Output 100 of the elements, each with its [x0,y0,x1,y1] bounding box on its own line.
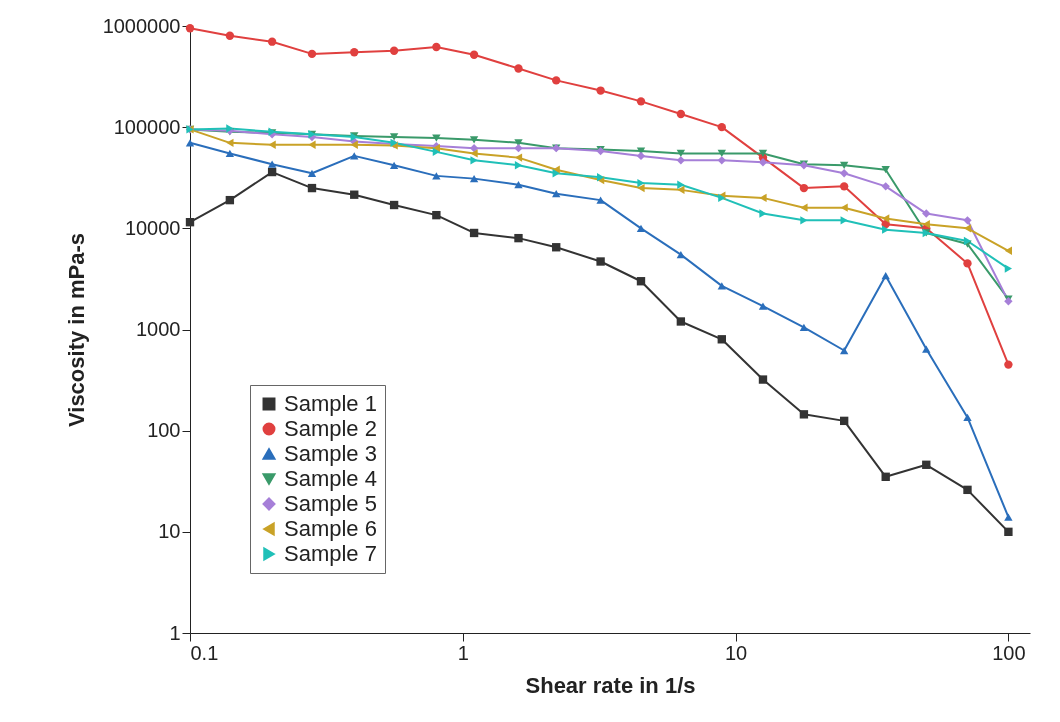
point [676,156,686,165]
point [350,152,359,160]
point [799,183,809,193]
point [676,109,686,119]
point [432,172,441,180]
point [636,97,646,106]
point [267,160,277,168]
y-tick-label: 1 [169,621,181,644]
point [432,210,441,220]
point [717,149,726,158]
point [596,196,605,204]
point [308,140,316,149]
y-tick-label: 10 [158,520,181,543]
point [637,178,645,188]
point [225,149,235,158]
point [389,161,399,169]
point [267,167,277,177]
point [552,76,561,85]
point [350,190,359,199]
point [882,214,890,223]
point [596,86,605,95]
point [759,209,767,218]
point [881,472,890,481]
y-tick-label: 100 [147,419,181,442]
point [1004,264,1013,273]
point [800,203,808,212]
point [799,323,809,331]
point [389,46,399,55]
point [881,166,890,174]
point [389,200,399,210]
point [922,460,931,469]
point [963,259,972,268]
point [922,345,931,353]
point [350,48,359,57]
point [717,335,726,344]
point [432,147,440,157]
point [637,183,645,193]
point [717,156,726,165]
legend-label: Sample 5 [284,491,377,516]
point [881,272,890,280]
point [758,375,768,384]
point [963,236,972,246]
point [1004,513,1013,521]
point [267,37,277,46]
point [514,161,523,170]
x-tick-label: 1 [457,641,469,664]
point [636,277,646,286]
point [922,209,931,218]
point [676,250,686,259]
point [839,346,849,355]
x-tick-label: 0.1 [190,641,219,664]
point [307,183,317,193]
legend-label: Sample 7 [284,541,377,566]
point [922,219,930,229]
point [1004,527,1013,537]
point [514,64,523,73]
point [717,282,726,290]
legend-label: Sample 6 [284,516,377,541]
point [758,302,768,310]
point [839,169,849,178]
point [307,49,317,59]
point [758,158,768,167]
point [800,216,808,225]
point [963,413,972,422]
y-tick-label: 1000 [136,318,181,340]
point [677,180,685,189]
point [432,42,441,52]
x-tick-label: 100 [992,641,1026,664]
point [839,416,849,426]
point [225,195,235,205]
point [636,224,646,232]
y-tick-label: 10000 [124,216,181,239]
point [799,410,809,419]
point [432,134,441,142]
legend-label: Sample 3 [284,441,377,466]
point [636,151,646,161]
point [676,149,686,158]
point [268,140,276,149]
point [389,133,399,141]
x-axis-title: Shear rate in 1/s [525,672,696,698]
point [514,233,523,243]
point [758,149,768,158]
point [552,243,561,252]
point [514,181,523,189]
point [963,485,972,495]
y-axis-title: Viscosity in mPa-s [63,232,89,428]
point [1004,246,1013,255]
point [676,317,686,326]
x-tick-label: 10 [724,641,748,664]
point [514,143,523,153]
point [881,182,890,191]
point [839,182,849,191]
legend-label: Sample 1 [284,391,377,416]
point [839,161,849,169]
y-tick-label: 1000000 [102,14,181,37]
point [840,203,848,212]
point [225,31,235,40]
point [963,216,972,225]
point [552,190,561,198]
point [596,257,605,266]
